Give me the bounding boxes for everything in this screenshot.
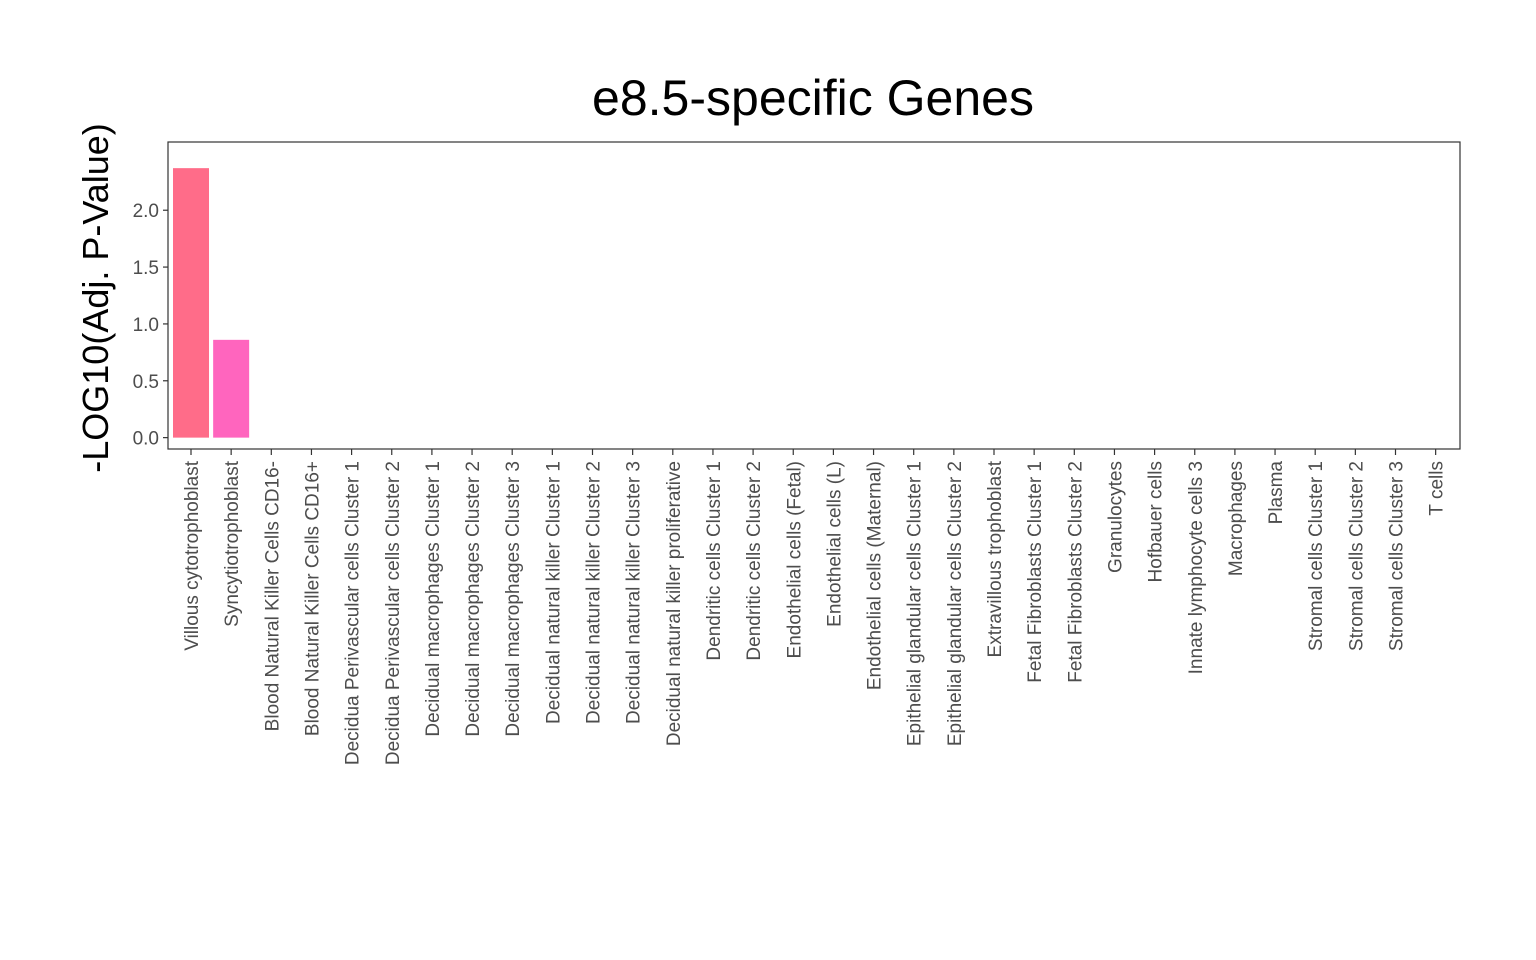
x-tick-label: Extravillous trophoblast	[985, 460, 1006, 657]
x-tick-label: T cells	[1427, 461, 1448, 516]
x-tick-label: Blood Natural Killer Cells CD16-	[262, 461, 283, 731]
x-tick-label: Granulocytes	[1105, 461, 1126, 573]
x-tick-label: Blood Natural Killer Cells CD16+	[302, 461, 323, 736]
x-tick-label: Decidua Perivascular cells Cluster 1	[343, 461, 364, 765]
x-tick-label: Endothelial cells (L)	[824, 461, 845, 627]
y-tick-label: 0.5	[133, 372, 159, 393]
x-tick-label: Villous cytotrophoblast	[182, 460, 203, 650]
x-tick-label: Stromal cells Cluster 2	[1346, 461, 1367, 651]
x-tick-label: Decidual macrophages Cluster 3	[503, 461, 524, 737]
bar	[213, 339, 250, 438]
y-tick-label: 0.0	[133, 429, 159, 450]
chart-title: e8.5-specific Genes	[592, 70, 1034, 126]
y-axis-ticks: 0.0 0.5 1.0 1.5 2.0	[133, 201, 168, 450]
x-tick-label: Dendritic cells Cluster 2	[744, 461, 765, 661]
x-tick-label: Decidual natural killer proliferative	[664, 461, 685, 746]
x-axis-ticks: Villous cytotrophoblast Syncytiotrophobla…	[182, 449, 1448, 765]
x-tick-label: Hofbauer cells	[1146, 461, 1167, 582]
x-tick-label: Epithelial glandular cells Cluster 1	[905, 461, 926, 746]
y-tick-label: 1.5	[133, 258, 159, 279]
y-tick-label: 1.0	[133, 315, 159, 336]
x-tick-label: Plasma	[1266, 461, 1287, 525]
x-tick-label: Decidual natural killer Cluster 1	[543, 461, 564, 724]
bar	[173, 168, 209, 438]
x-tick-label: Endothelial cells (Maternal)	[865, 461, 886, 690]
x-tick-label: Fetal Fibroblasts Cluster 1	[1025, 461, 1046, 683]
x-tick-label: Decidual natural killer Cluster 3	[624, 461, 645, 724]
x-tick-label: Stromal cells Cluster 1	[1306, 461, 1327, 651]
x-tick-label: Dendritic cells Cluster 1	[704, 461, 725, 661]
bars-layer	[173, 168, 250, 438]
x-tick-label: Innate lymphocyte cells 3	[1186, 461, 1207, 674]
x-tick-label: Stromal cells Cluster 3	[1387, 461, 1408, 651]
x-tick-label: Decidual macrophages Cluster 1	[423, 461, 444, 737]
x-tick-label: Syncytiotrophoblast	[222, 460, 243, 627]
plot-panel-border	[167, 141, 1461, 450]
x-tick-label: Decidual macrophages Cluster 2	[463, 461, 484, 737]
y-axis-label: -LOG10(Adj. P-Value)	[75, 123, 116, 472]
x-tick-label: Decidual natural killer Cluster 2	[584, 461, 605, 724]
x-tick-label: Fetal Fibroblasts Cluster 2	[1065, 461, 1086, 683]
x-tick-label: Decidua Perivascular cells Cluster 2	[383, 461, 404, 765]
x-tick-label: Macrophages	[1226, 461, 1247, 576]
x-tick-label: Epithelial glandular cells Cluster 2	[945, 461, 966, 746]
y-tick-label: 2.0	[133, 201, 159, 222]
x-tick-label: Endothelial cells (Fetal)	[784, 461, 805, 658]
